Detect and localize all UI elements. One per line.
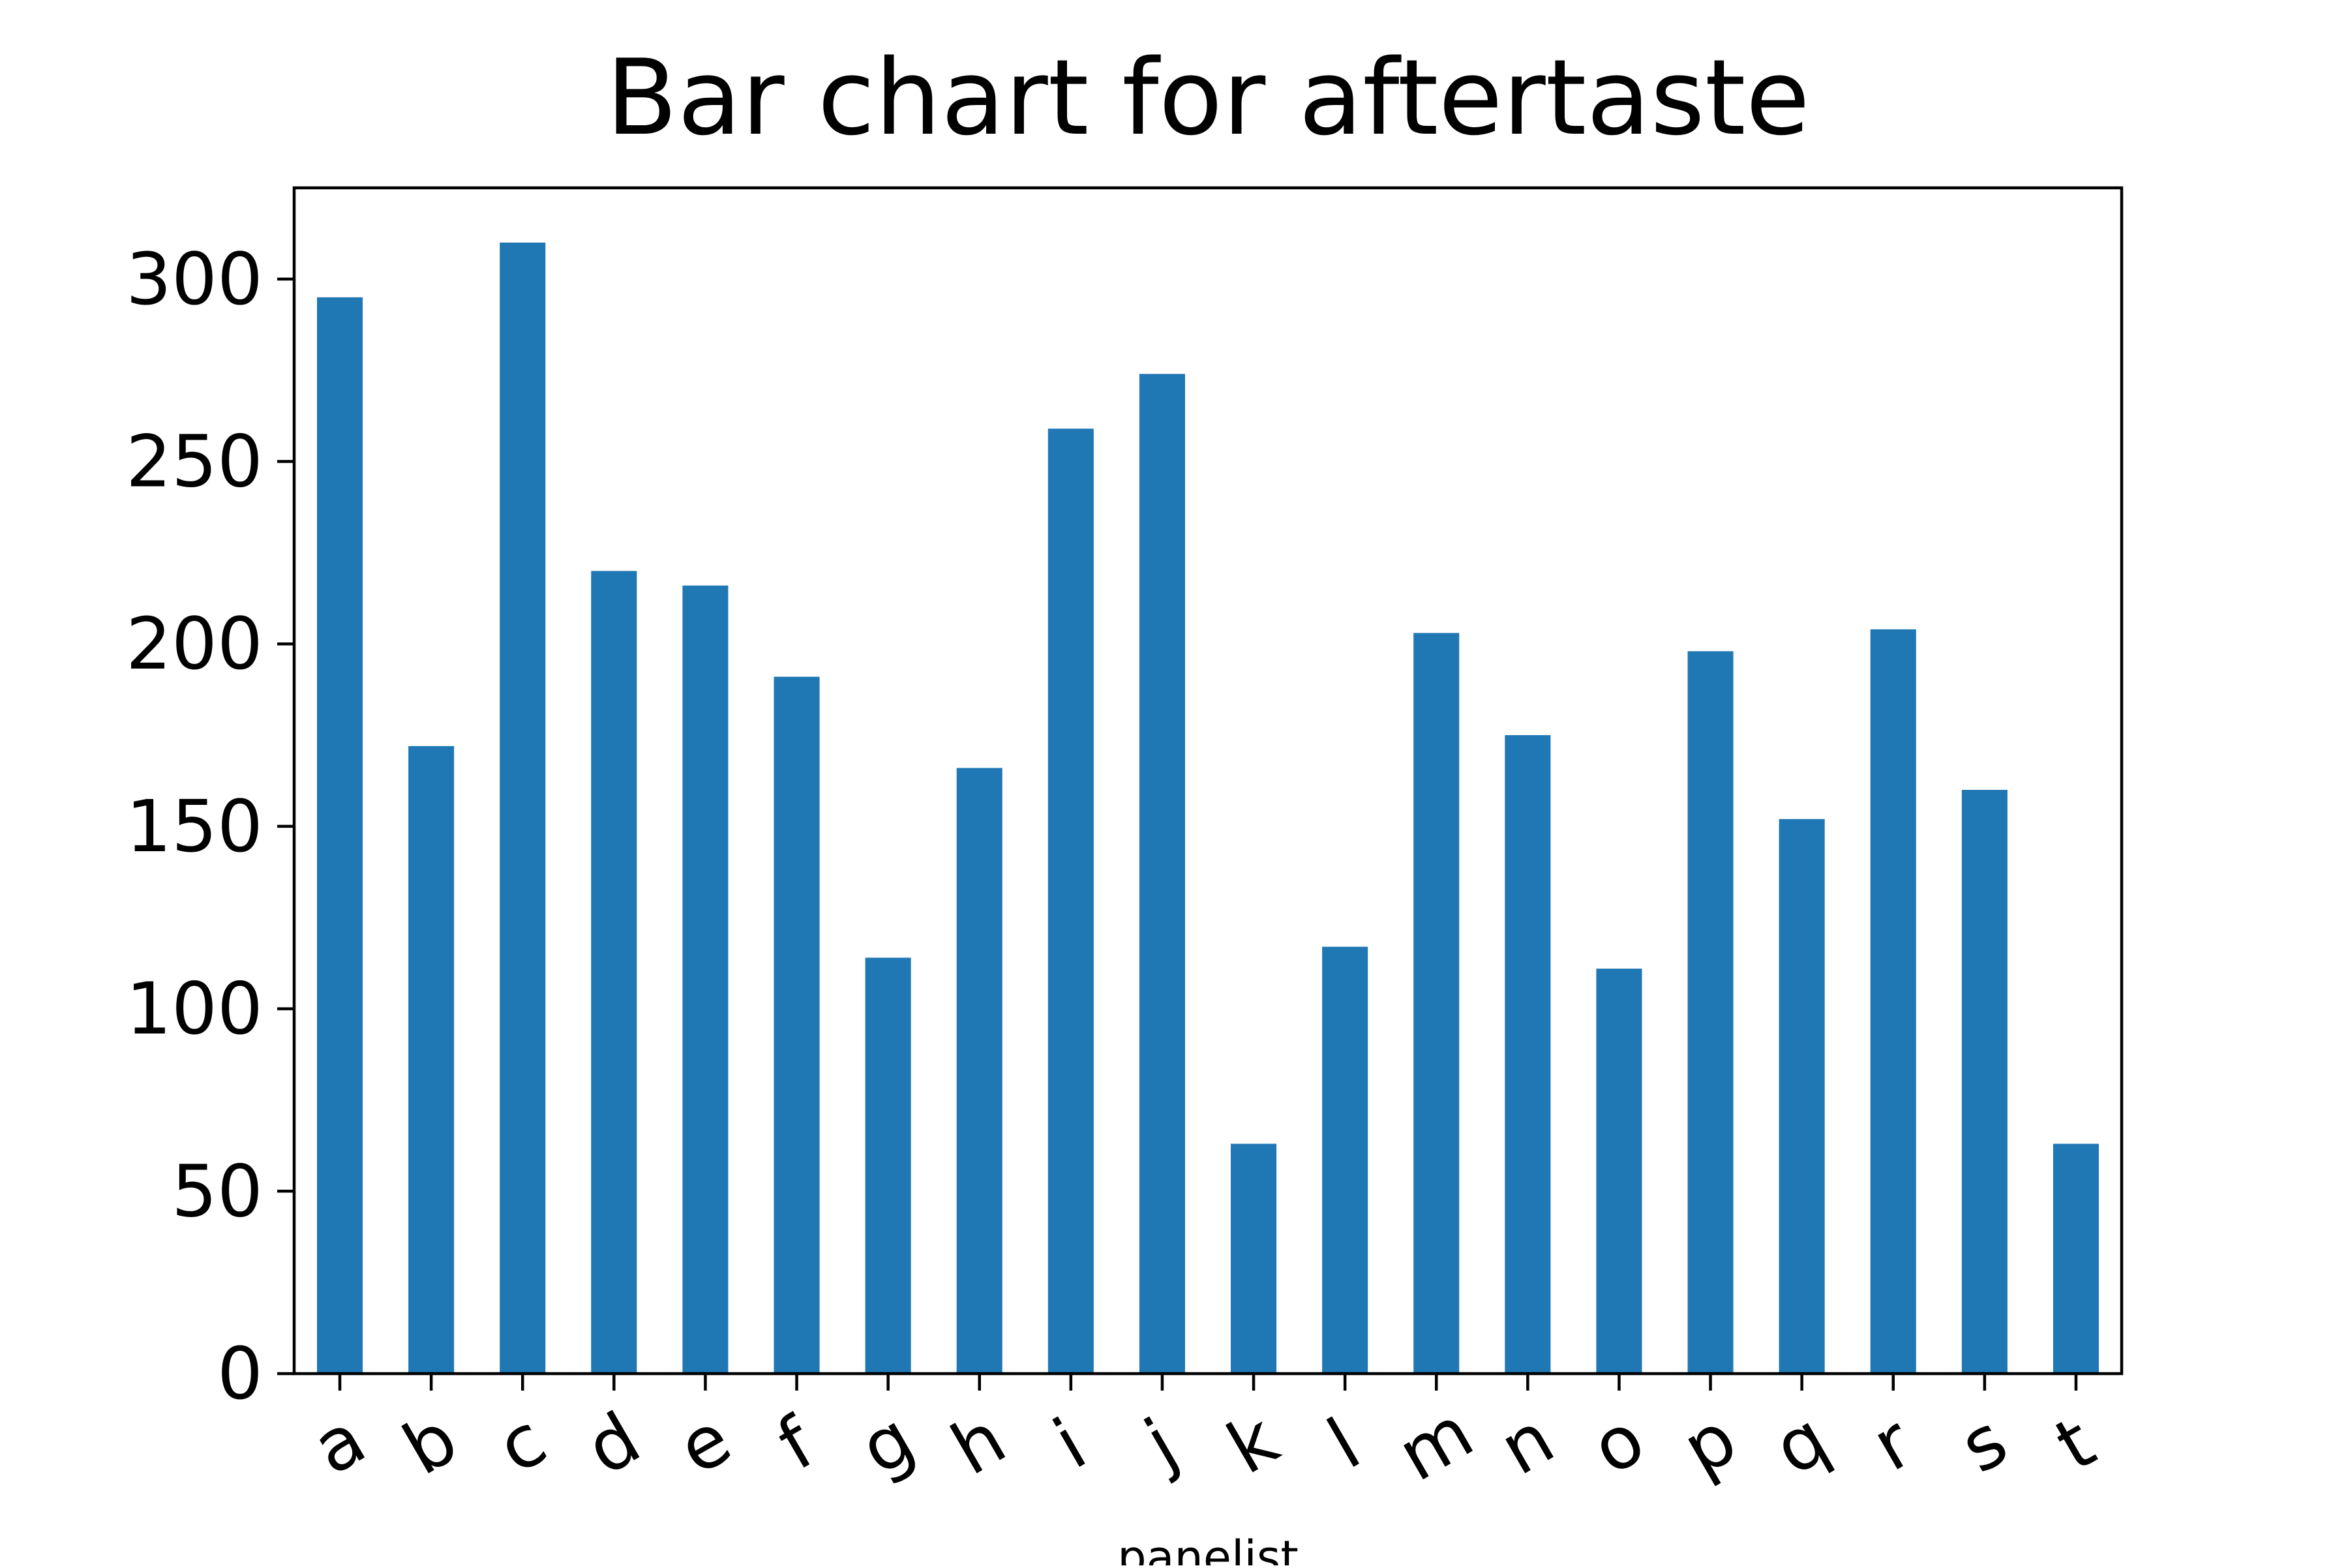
bar-b — [408, 746, 455, 1374]
bar-k — [1231, 1143, 1277, 1374]
y-tick-label-50: 50 — [172, 1149, 263, 1233]
y-tick-label-250: 250 — [126, 420, 263, 504]
bar-o — [1596, 969, 1642, 1374]
y-tick-label-150: 150 — [126, 785, 263, 868]
plot-area-frame — [292, 186, 2124, 1376]
bar-c — [500, 242, 546, 1374]
y-axis: 0 50 100 150 200 250 300 — [126, 237, 294, 1415]
bar-m — [1413, 633, 1460, 1374]
y-tick-label-300: 300 — [126, 237, 263, 321]
y-tick-label-0: 0 — [217, 1332, 263, 1415]
bar-f — [774, 676, 820, 1374]
y-tick-label-100: 100 — [126, 967, 263, 1051]
bar-e — [682, 585, 729, 1374]
bars-layer — [317, 242, 2099, 1374]
bar-i — [1047, 429, 1094, 1374]
bar-t — [2053, 1143, 2099, 1374]
bar-s — [1961, 789, 2008, 1374]
bar-q — [1779, 819, 1825, 1374]
bar-a — [317, 297, 363, 1374]
bar-n — [1505, 735, 1551, 1374]
bar-r — [1870, 629, 1916, 1374]
bar-d — [591, 571, 637, 1374]
x-axis-label: panelist — [1117, 1531, 1299, 1565]
bar-l — [1322, 946, 1368, 1374]
bar-j — [1139, 374, 1185, 1374]
bar-p — [1687, 651, 1734, 1374]
bar-g — [865, 957, 911, 1374]
chart-title: Bar chart for aftertaste — [606, 37, 1810, 158]
bar-h — [956, 768, 1002, 1374]
y-tick-label-200: 200 — [126, 602, 263, 686]
